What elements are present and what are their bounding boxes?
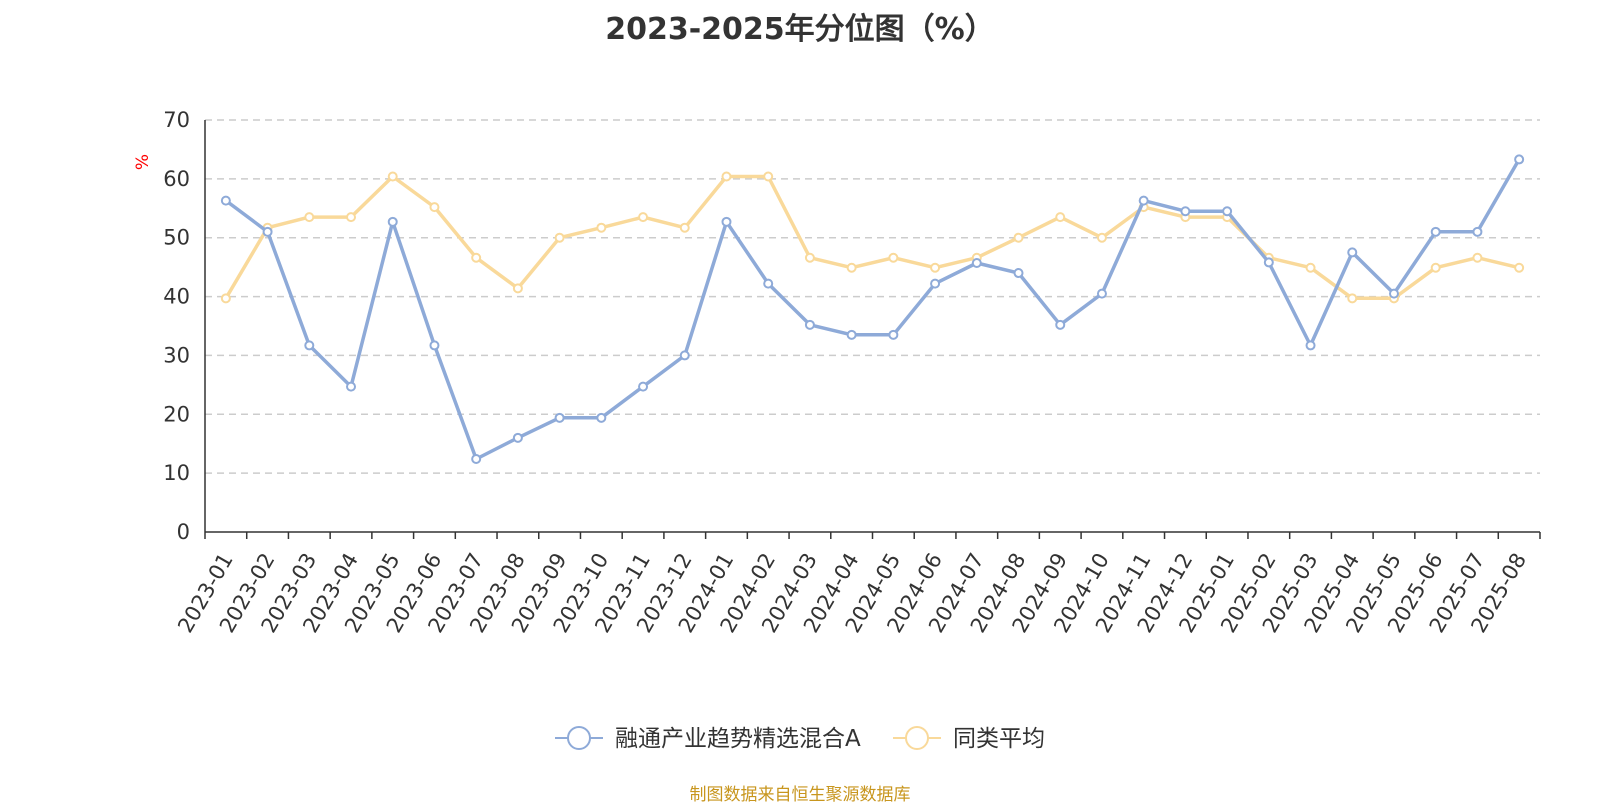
chart-title: 2023-2025年分位图（%）	[605, 12, 995, 47]
data-point	[930, 278, 941, 289]
legend-marker	[905, 726, 929, 750]
data-point	[638, 381, 649, 392]
data-point	[763, 171, 774, 182]
data-point	[930, 262, 941, 273]
legend: 融通产业趋势精选混合A 同类平均	[555, 726, 1045, 752]
y-tick-label: 30	[163, 343, 190, 367]
data-point	[1472, 252, 1483, 263]
y-tick-label: 40	[163, 285, 190, 309]
data-point	[1430, 226, 1441, 237]
data-point	[1222, 206, 1233, 217]
series-line	[224, 158, 1521, 461]
y-tick-label: 60	[163, 167, 190, 191]
data-point	[888, 329, 899, 340]
data-point	[346, 381, 357, 392]
data-point	[804, 319, 815, 330]
data-point	[679, 350, 690, 361]
data-point	[1347, 247, 1358, 258]
data-point	[346, 212, 357, 223]
data-point	[1096, 288, 1107, 299]
data-point	[679, 222, 690, 233]
data-point	[846, 262, 857, 273]
data-point	[387, 171, 398, 182]
data-point	[512, 432, 523, 443]
data-point	[1013, 232, 1024, 243]
data-point	[554, 232, 565, 243]
series-2	[220, 171, 1525, 304]
data-point	[721, 171, 732, 182]
y-tick-label: 20	[163, 402, 190, 426]
legend-item-1: 融通产业趋势精选混合A	[555, 726, 861, 752]
y-tick-label: 50	[163, 226, 190, 250]
data-point	[846, 329, 857, 340]
data-point	[512, 283, 523, 294]
y-tick-label: 10	[163, 461, 190, 485]
series-1	[220, 154, 1525, 465]
data-point	[1305, 340, 1316, 351]
data-point	[596, 412, 607, 423]
data-point	[220, 195, 231, 206]
data-point	[471, 454, 482, 465]
data-point	[804, 252, 815, 263]
legend-item-2: 同类平均	[893, 726, 1045, 752]
y-tick-label: 0	[177, 520, 190, 544]
data-point	[971, 258, 982, 269]
data-point	[1096, 232, 1107, 243]
gridlines	[205, 119, 1540, 474]
data-point	[387, 216, 398, 227]
data-point	[1388, 288, 1399, 299]
data-point	[888, 252, 899, 263]
y-axis-unit-label: %	[133, 154, 153, 170]
y-tick-label: 70	[163, 108, 190, 132]
data-point	[471, 252, 482, 263]
legend-marker	[567, 726, 591, 750]
data-point	[1472, 226, 1483, 237]
data-point	[1430, 262, 1441, 273]
data-point	[554, 412, 565, 423]
data-point	[429, 202, 440, 213]
data-point	[1263, 257, 1274, 268]
series-line	[224, 174, 1520, 301]
data-point	[763, 278, 774, 289]
data-point	[1180, 206, 1191, 217]
legend-label: 同类平均	[953, 726, 1045, 752]
data-point	[262, 226, 273, 237]
data-point	[304, 212, 315, 223]
axes: 010203040506070%2023-012023-022023-03202…	[133, 108, 1541, 637]
data-source-note: 制图数据来自恒生聚源数据库	[689, 785, 911, 805]
data-point	[304, 340, 315, 351]
data-point	[1138, 195, 1149, 206]
data-point	[1055, 212, 1066, 223]
data-point	[1305, 262, 1316, 273]
data-point	[429, 340, 440, 351]
data-point	[1514, 262, 1525, 273]
data-point	[1055, 319, 1066, 330]
legend-label: 融通产业趋势精选混合A	[615, 726, 861, 752]
data-point	[220, 293, 231, 304]
data-point	[638, 212, 649, 223]
data-point	[721, 216, 732, 227]
data-point	[1514, 154, 1525, 165]
data-point	[1013, 268, 1024, 279]
data-point	[1347, 293, 1358, 304]
data-point	[596, 222, 607, 233]
series-layer	[220, 154, 1525, 465]
